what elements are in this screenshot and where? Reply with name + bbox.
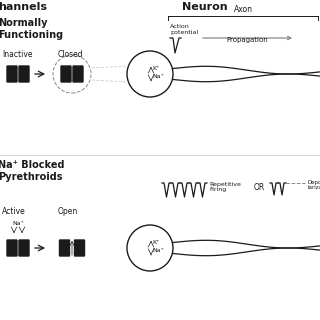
FancyBboxPatch shape <box>74 239 85 257</box>
Text: hannels: hannels <box>0 2 47 12</box>
Text: Active: Active <box>2 207 26 216</box>
Text: K⁺: K⁺ <box>152 67 159 71</box>
Text: Propagation: Propagation <box>227 37 268 43</box>
Text: Na⁺: Na⁺ <box>152 247 164 252</box>
Text: Na⁺ Blocked
Pyrethroids: Na⁺ Blocked Pyrethroids <box>0 160 65 181</box>
Text: Na⁺: Na⁺ <box>152 74 164 78</box>
Text: K⁺: K⁺ <box>152 241 159 245</box>
FancyBboxPatch shape <box>60 65 72 83</box>
FancyBboxPatch shape <box>72 65 84 83</box>
Text: Neuron: Neuron <box>182 2 228 12</box>
Text: Depo-
larization: Depo- larization <box>308 180 320 190</box>
Text: OR: OR <box>253 182 265 191</box>
Text: Inactive: Inactive <box>2 50 33 59</box>
FancyBboxPatch shape <box>18 239 30 257</box>
FancyBboxPatch shape <box>6 65 18 83</box>
Text: Axon: Axon <box>234 5 252 14</box>
FancyBboxPatch shape <box>6 239 18 257</box>
Text: Closed: Closed <box>58 50 84 59</box>
FancyBboxPatch shape <box>59 239 70 257</box>
Text: Action
potential: Action potential <box>170 24 198 35</box>
Text: Open: Open <box>58 207 78 216</box>
FancyBboxPatch shape <box>18 65 30 83</box>
Text: Repetitive
Firing: Repetitive Firing <box>209 181 241 192</box>
Text: Na⁺: Na⁺ <box>12 221 24 226</box>
Text: Normally
Functioning: Normally Functioning <box>0 18 63 40</box>
